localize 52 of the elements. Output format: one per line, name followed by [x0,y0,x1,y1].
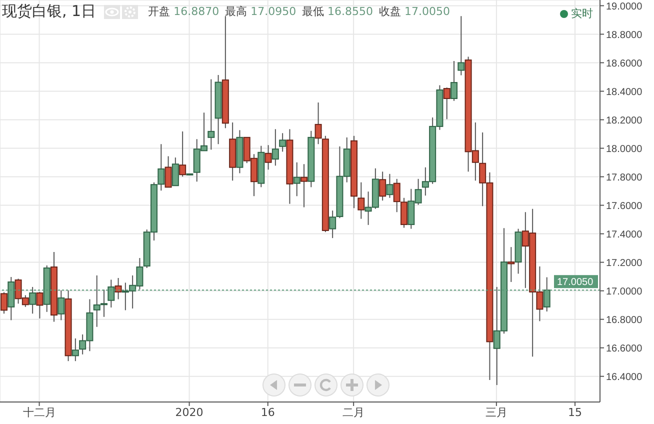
candlestick [36,291,44,319]
candlestick [164,156,172,188]
candlestick [386,173,394,198]
y-tick-label: 18.0000 [606,144,643,155]
candlestick [58,290,65,321]
candlestick [29,286,36,314]
x-tick-label: 十二月 [22,406,56,419]
candlestick [293,162,300,197]
candlestick [179,130,186,178]
x-tick-label: 16 [260,406,275,419]
candlestick [300,164,308,208]
candlestick [72,338,79,362]
x-tick-label: 2020 [175,406,204,419]
x-tick-label: 15 [568,406,582,419]
candlestick [450,60,458,102]
annotation: 最高 17.0950 [225,5,296,18]
y-tick-label: 18.8000 [606,30,643,41]
candlestick [379,171,386,202]
candlestick [358,182,365,220]
y-tick-label: 16.8000 [606,314,643,326]
y-tick-label: 17.6000 [606,200,643,212]
y-tick-label: 17.4000 [606,229,643,240]
y-tick-label: 17.0000 [606,286,643,298]
annotation: 最低 16.8550 [302,5,374,18]
x-tick-label: 三月 [485,406,508,419]
annotation: 收盘 17.0050 [379,5,450,18]
candlestick [0,292,8,314]
candlestick [208,78,215,150]
y-tick-label: 16.4000 [606,372,643,383]
candlestick [114,277,122,300]
candlestick [458,16,465,76]
candlestick [443,87,450,120]
annotation: 实时 [571,6,593,21]
y-tick-label: 16.6000 [606,343,643,354]
y-tick-label: 17.2000 [606,258,643,269]
candlestick [272,128,279,166]
y-tick-label: 17.8000 [606,172,643,184]
candlestick [279,132,286,152]
candlestick [172,157,179,186]
candlestick [264,144,272,170]
y-tick-label: 18.4000 [606,86,643,98]
annotation: 开盘 16.8870 [148,5,220,18]
y-tick-label: 19.0000 [606,1,643,12]
candlestick [314,102,322,145]
chart-title: 现货白银, 1日 [2,2,96,21]
y-tick-label: 18.2000 [606,115,643,126]
candlestick [543,276,550,312]
ref-line-label: 17.0050 [557,277,594,288]
y-tick-label: 18.6000 [606,58,643,70]
x-tick-label: 二月 [342,406,365,419]
candlestick [508,246,515,282]
candlestick [108,279,115,308]
